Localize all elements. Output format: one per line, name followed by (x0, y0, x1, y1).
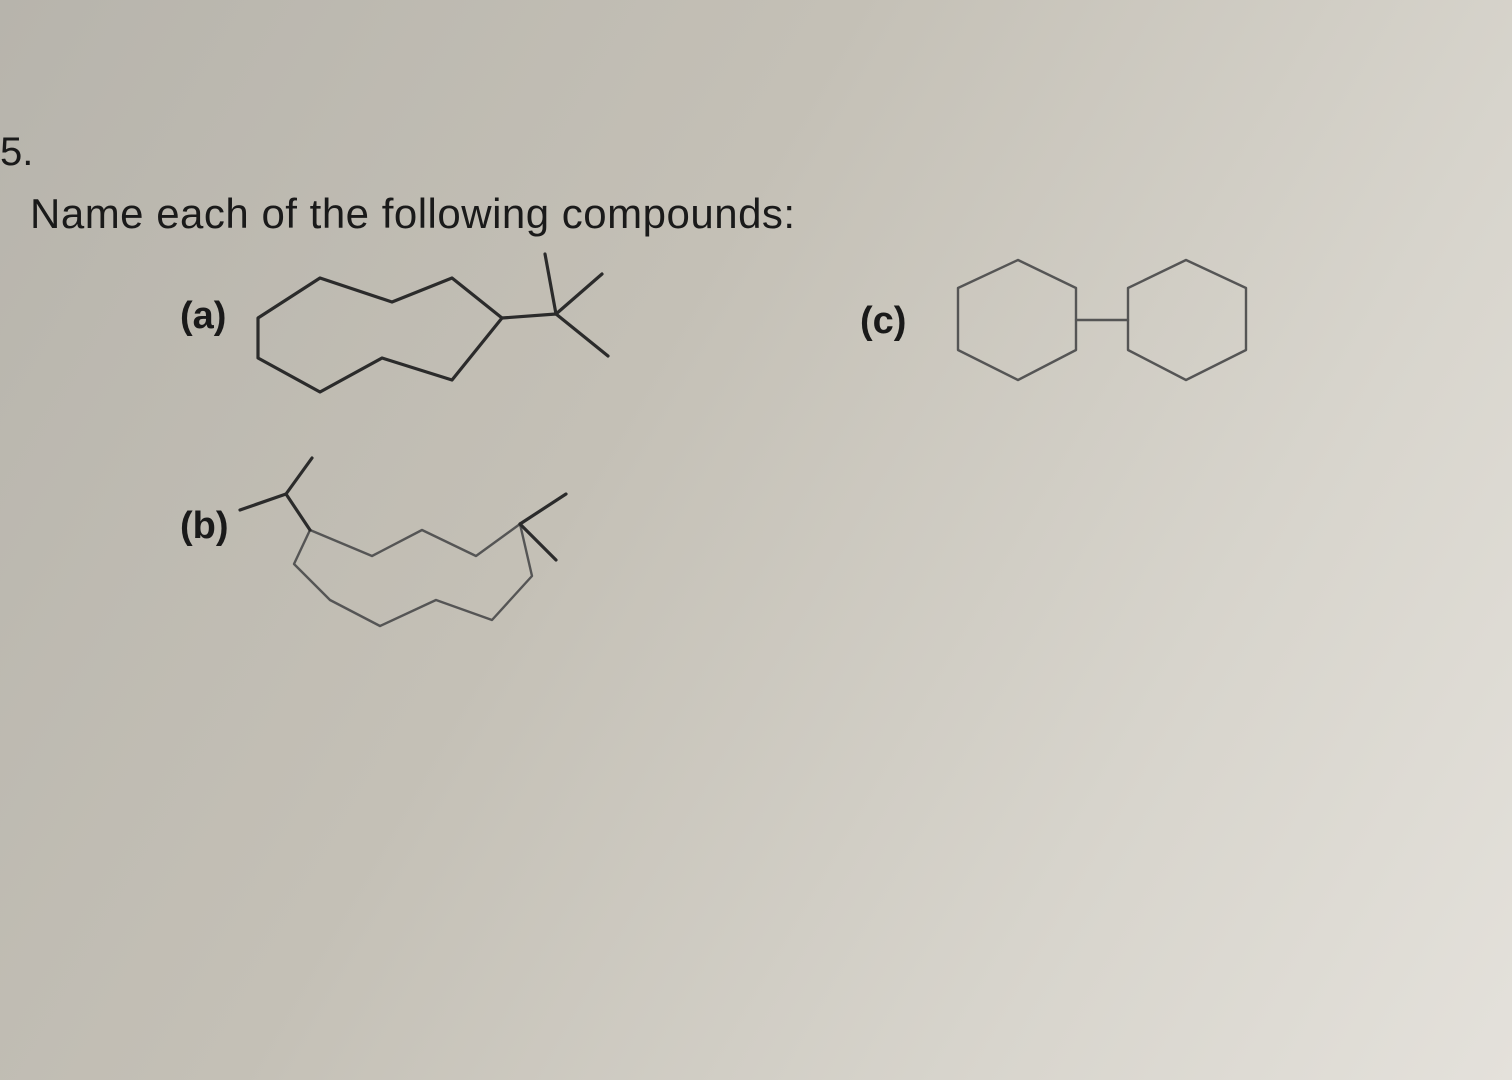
worksheet-page: 5. Name each of the following compounds:… (0, 0, 1512, 1080)
structure-c (0, 0, 1400, 500)
